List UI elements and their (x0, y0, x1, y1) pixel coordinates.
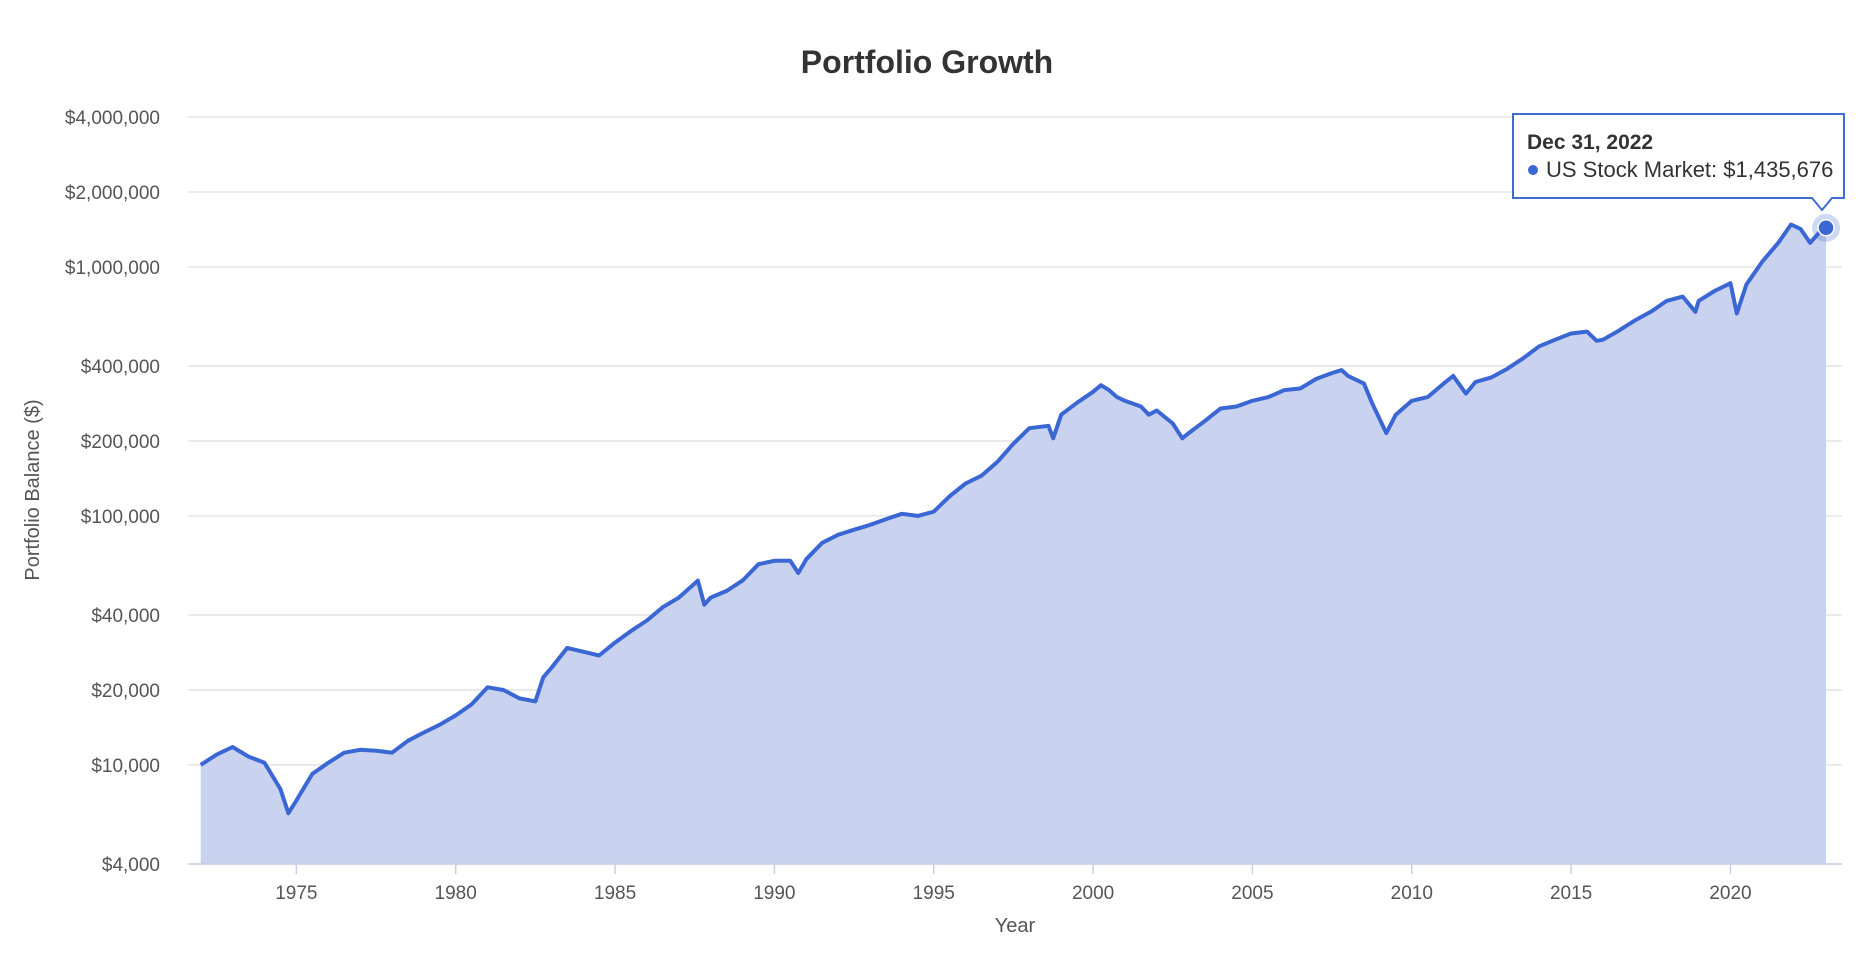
x-tick-label: 1995 (913, 883, 955, 904)
hover-point[interactable] (1817, 219, 1835, 237)
x-tick-label: 1980 (435, 883, 477, 904)
x-tick-label: 2015 (1550, 883, 1592, 904)
x-tick-label: 2010 (1391, 883, 1433, 904)
y-tick-label: $400,000 (81, 357, 160, 378)
y-tick-label: $2,000,000 (65, 183, 160, 204)
y-axis-ticks: $4,000 $10,000 $20,000 $40,000 $100,000 $200,… (65, 108, 160, 876)
chart-title: Portfolio Growth (801, 44, 1053, 80)
area-layer (199, 213, 1841, 864)
y-tick-label: $200,000 (81, 432, 160, 453)
y-tick-label: $1,000,000 (65, 258, 160, 279)
tooltip-series-marker (1528, 165, 1538, 175)
y-axis-title: Portfolio Balance ($) (22, 399, 44, 580)
x-axis-ticks: 1975 1980 1985 1990 1995 2000 2005 2010 2015 2020 (188, 863, 1842, 904)
x-tick-label: 2005 (1231, 883, 1273, 904)
tooltip-box (1512, 113, 1845, 212)
x-axis-title: Year (995, 915, 1036, 937)
y-tick-label: $10,000 (91, 756, 160, 777)
x-tick-label: 1990 (753, 883, 795, 904)
tooltip-date: Dec 31, 2022 (1527, 131, 1653, 154)
series-line (199, 222, 1828, 816)
y-tick-label: $100,000 (81, 507, 160, 528)
x-tick-label: 2020 (1709, 883, 1751, 904)
tooltip: Dec 31, 2022 US Stock Market: $1,435,676 (1512, 113, 1845, 212)
x-tick-label: 1985 (594, 883, 636, 904)
y-tick-label: $4,000,000 (65, 108, 160, 129)
tooltip-label: US Stock Market: $1,435,676 (1546, 157, 1833, 182)
y-tick-label: $20,000 (91, 681, 160, 702)
y-tick-label: $4,000 (102, 855, 160, 876)
y-tick-label: $40,000 (91, 606, 160, 627)
x-tick-label: 1975 (275, 883, 317, 904)
series-area-fill (200, 224, 1827, 864)
x-tick-label: 2000 (1072, 883, 1114, 904)
